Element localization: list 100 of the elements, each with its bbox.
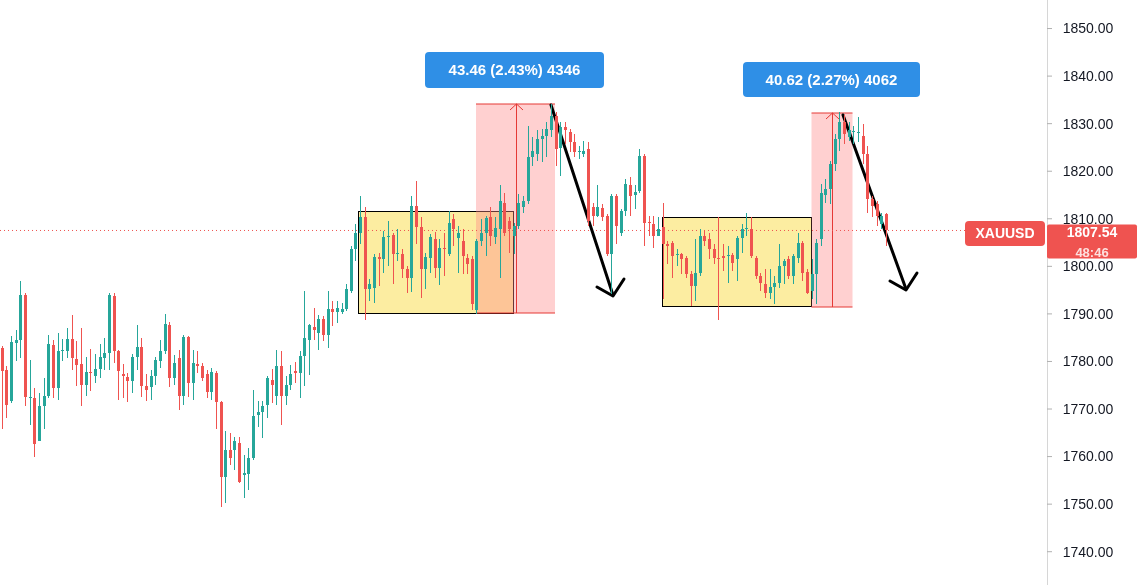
- candlestick: [89, 348, 92, 393]
- candlestick: [75, 340, 78, 387]
- candlestick: [620, 208, 623, 237]
- candlestick: [103, 337, 106, 371]
- candlestick: [671, 240, 674, 279]
- candlestick: [783, 258, 786, 286]
- candlestick: [66, 327, 69, 359]
- candlestick: [569, 128, 572, 153]
- candlestick: [294, 361, 297, 384]
- candlestick: [331, 300, 334, 327]
- annotation: 40.62 (2.27%) 4062: [765, 70, 898, 88]
- candlestick: [57, 332, 60, 401]
- candlestick: [33, 387, 36, 458]
- y-tick-label: 1800.00: [1062, 258, 1114, 275]
- candlestick: [350, 245, 353, 294]
- ref-line-label: 1807.54: [1066, 224, 1118, 241]
- candlestick: [247, 447, 250, 491]
- candlestick: [448, 210, 451, 257]
- candlestick: [857, 116, 860, 143]
- candlestick: [289, 364, 292, 391]
- candlestick: [373, 253, 376, 304]
- y-tick-label: 1820.00: [1062, 163, 1114, 180]
- candlestick: [555, 111, 558, 167]
- candlestick: [145, 373, 148, 403]
- candlestick: [634, 184, 637, 210]
- candlestick: [550, 103, 553, 139]
- y-tick-label: 1840.00: [1062, 68, 1114, 84]
- candlestick: [741, 223, 744, 254]
- candlestick: [708, 231, 711, 260]
- candlestick: [666, 240, 669, 266]
- candlestick: [838, 111, 841, 152]
- candlestick: [233, 436, 236, 471]
- candlestick: [811, 258, 814, 300]
- candlestick: [406, 265, 409, 294]
- candlestick: [848, 121, 851, 142]
- candlestick: [787, 255, 790, 280]
- candlestick: [499, 184, 502, 279]
- candlestick: [99, 343, 102, 379]
- candlestick: [582, 140, 585, 159]
- candlestick: [438, 238, 441, 286]
- candlestick: [61, 338, 64, 362]
- candlestick: [140, 337, 143, 398]
- candlestick: [71, 314, 74, 371]
- candlestick: [238, 436, 241, 484]
- candlestick: [131, 353, 134, 394]
- candlestick: [722, 243, 725, 272]
- candlestick: [424, 251, 427, 290]
- y-tick-label: 1740.00: [1062, 543, 1114, 560]
- candlestick: [699, 228, 702, 277]
- candlestick: [494, 216, 497, 246]
- candlestick: [843, 114, 846, 145]
- candlestick: [876, 200, 879, 227]
- candlestick: [773, 275, 776, 305]
- candlestick: [19, 280, 22, 359]
- candlestick: [862, 123, 865, 165]
- candlestick: [271, 368, 274, 404]
- candlestick: [434, 231, 437, 279]
- candlestick: [313, 307, 316, 341]
- candlestick: [359, 195, 362, 246]
- candlestick: [517, 193, 520, 230]
- candlestick: [601, 203, 604, 222]
- annotation: XAUUSD: [975, 225, 1035, 242]
- candlestick: [308, 323, 311, 376]
- candlestick: [513, 221, 516, 256]
- candlestick: [80, 327, 83, 407]
- candlestick: [392, 231, 395, 286]
- candlestick: [215, 370, 218, 430]
- y-tick-label: 1830.00: [1062, 115, 1114, 132]
- text: 48:46: [1075, 245, 1109, 261]
- candlestick: [210, 367, 213, 401]
- candlestick: [852, 124, 855, 145]
- candlestick: [480, 218, 483, 247]
- candlestick: [527, 124, 530, 205]
- candlestick: [815, 238, 818, 305]
- candlestick: [829, 160, 832, 205]
- candlestick: [285, 375, 288, 406]
- candlestick: [778, 243, 781, 289]
- candlestick: [522, 195, 525, 214]
- candlestick: [173, 354, 176, 386]
- candlestick: [322, 315, 325, 342]
- candlestick: [880, 212, 883, 230]
- y-tick-label: 1790.00: [1062, 305, 1114, 322]
- candlestick: [685, 255, 688, 279]
- candlestick: [624, 178, 627, 217]
- candlestick: [871, 195, 874, 218]
- candlestick: [638, 148, 641, 194]
- candlestick: [401, 248, 404, 279]
- candlestick: [43, 377, 46, 431]
- candlestick: [457, 225, 460, 274]
- candlestick: [1, 345, 4, 431]
- candlestick: [206, 368, 209, 399]
- candlestick: [354, 223, 357, 262]
- candlestick: [117, 348, 120, 401]
- candlestick: [676, 248, 679, 267]
- candlestick: [745, 212, 748, 237]
- y-tick-label: 1750.00: [1062, 496, 1114, 513]
- candlestick: [680, 251, 683, 276]
- candlestick: [15, 329, 18, 362]
- candlestick: [806, 268, 809, 295]
- candlestick: [429, 233, 432, 274]
